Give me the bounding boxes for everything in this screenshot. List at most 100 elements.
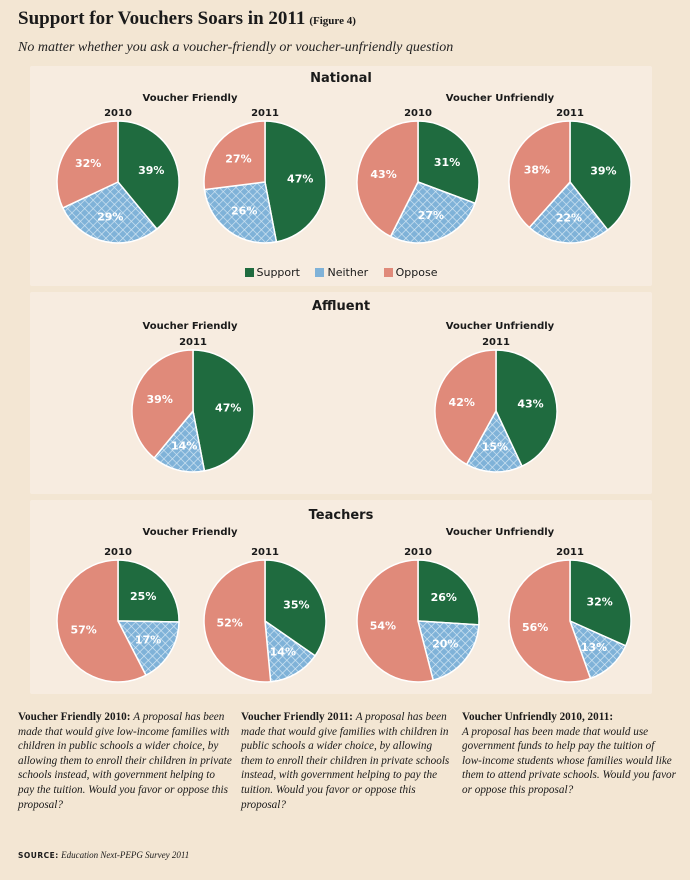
national-unfriendly-label: Voucher Unfriendly: [445, 93, 555, 104]
oppose-slice: [508, 559, 592, 683]
oppose-label: 32%: [75, 157, 101, 170]
note-unfriendly: Voucher Unfriendly 2010, 2011: A proposal…: [462, 711, 676, 796]
oppose-label: 27%: [225, 153, 251, 166]
affluent-title: Affluent: [311, 299, 371, 314]
neither-label: 26%: [231, 205, 257, 218]
teachers-title: Teachers: [308, 508, 374, 523]
legend-oppose: Oppose: [383, 266, 437, 279]
chart-title: Support for Vouchers Soars in 2011 (Figur…: [18, 8, 356, 29]
oppose-label: 52%: [216, 617, 242, 630]
oppose-label: 43%: [370, 168, 396, 181]
neither-label: 14%: [171, 439, 197, 452]
support-slice: [417, 120, 480, 205]
support-label: 47%: [215, 402, 241, 415]
oppose-label: 38%: [524, 163, 550, 176]
neither-slice: [465, 409, 523, 473]
pie-chart: 47% 14% 39%: [131, 349, 255, 473]
pie-chart: 31% 27% 43%: [356, 120, 480, 244]
support-label: 32%: [587, 596, 613, 609]
oppose-label: 42%: [449, 396, 475, 409]
legend: Support Neither Oppose: [30, 266, 652, 280]
support-slice: [264, 120, 327, 243]
pie-chart: 26% 20% 54%: [356, 559, 480, 683]
support-label: 26%: [431, 591, 457, 604]
oppose-label: 39%: [147, 393, 173, 406]
support-slice: [264, 559, 327, 657]
neither-slice: [153, 409, 206, 473]
neither-label: 27%: [418, 209, 444, 222]
support-slice: [569, 559, 632, 647]
oppose-slice: [356, 559, 435, 683]
support-slice: [417, 559, 480, 626]
pie-year-label: 2011: [251, 547, 279, 558]
support-slice: [192, 349, 255, 472]
support-slice: [117, 559, 180, 623]
support-swatch: [244, 268, 254, 277]
neither-swatch: [315, 268, 325, 277]
affluent-friendly-label: Voucher Friendly: [142, 321, 238, 332]
support-label: 39%: [138, 164, 164, 177]
pie-year-label: 2010: [104, 108, 132, 119]
pie-chart: 35% 14% 52%: [203, 559, 327, 683]
national-title: National: [310, 71, 372, 86]
teachers-unfriendly-label: Voucher Unfriendly: [445, 527, 555, 538]
oppose-label: 57%: [70, 623, 96, 636]
note-friendly-2010: Voucher Friendly 2010: A proposal has be…: [18, 711, 232, 811]
neither-label: 22%: [556, 211, 582, 224]
pie-chart: 39% 29% 32%: [56, 120, 180, 244]
oppose-slice: [434, 349, 497, 466]
teachers-friendly-label: Voucher Friendly: [142, 527, 238, 538]
oppose-label: 56%: [522, 621, 548, 634]
oppose-slice: [203, 559, 272, 683]
support-slice: [569, 120, 632, 232]
neither-label: 17%: [135, 634, 161, 647]
pie-chart: 39% 22% 38%: [508, 120, 632, 244]
oppose-slice: [203, 120, 266, 191]
support-label: 43%: [517, 397, 543, 410]
pie-year-label: 2011: [179, 337, 207, 348]
legend-support: Support: [244, 266, 300, 279]
national-friendly-label: Voucher Friendly: [142, 93, 238, 104]
support-label: 47%: [287, 173, 313, 186]
oppose-slice: [356, 120, 419, 238]
pie-chart: 32% 13% 56%: [508, 559, 632, 683]
figure-label: (Figure 4): [309, 15, 356, 27]
neither-slice: [116, 620, 180, 677]
note-friendly-2011: Voucher Friendly 2011: A proposal has be…: [241, 711, 450, 811]
chart-subtitle: No matter whether you ask a voucher-frie…: [18, 40, 454, 55]
oppose-label: 54%: [370, 619, 396, 632]
support-label: 39%: [590, 164, 616, 177]
legend-neither: Neither: [315, 266, 368, 279]
neither-slice: [528, 180, 609, 244]
pie-year-label: 2011: [482, 337, 510, 348]
neither-label: 29%: [97, 211, 123, 224]
pie-year-label: 2010: [104, 547, 132, 558]
neither-slice: [417, 620, 480, 681]
support-slice: [495, 349, 558, 468]
oppose-slice: [56, 120, 119, 209]
neither-slice: [203, 181, 278, 244]
pie-year-label: 2011: [251, 108, 279, 119]
pie-year-label: 2010: [404, 108, 432, 119]
support-label: 35%: [283, 599, 309, 612]
pie-year-label: 2011: [556, 108, 584, 119]
pie-chart: 47% 26% 27%: [203, 120, 327, 244]
pie-chart: 43% 15% 42%: [434, 349, 558, 473]
affluent-unfriendly-label: Voucher Unfriendly: [445, 321, 555, 332]
oppose-slice: [508, 120, 571, 229]
neither-label: 14%: [270, 646, 296, 659]
support-label: 25%: [130, 590, 156, 603]
neither-label: 20%: [432, 638, 458, 651]
pie-year-label: 2011: [556, 547, 584, 558]
pie-year-label: 2010: [404, 547, 432, 558]
support-slice: [117, 120, 180, 231]
neither-label: 13%: [581, 641, 607, 654]
neither-label: 15%: [482, 440, 508, 453]
neither-slice: [264, 619, 317, 683]
oppose-slice: [56, 559, 147, 683]
oppose-slice: [131, 349, 194, 460]
support-label: 31%: [434, 156, 460, 169]
oppose-swatch: [383, 268, 393, 277]
source-note: SOURCE: Education Next-PEPG Survey 2011: [18, 850, 190, 860]
neither-slice: [389, 181, 477, 244]
